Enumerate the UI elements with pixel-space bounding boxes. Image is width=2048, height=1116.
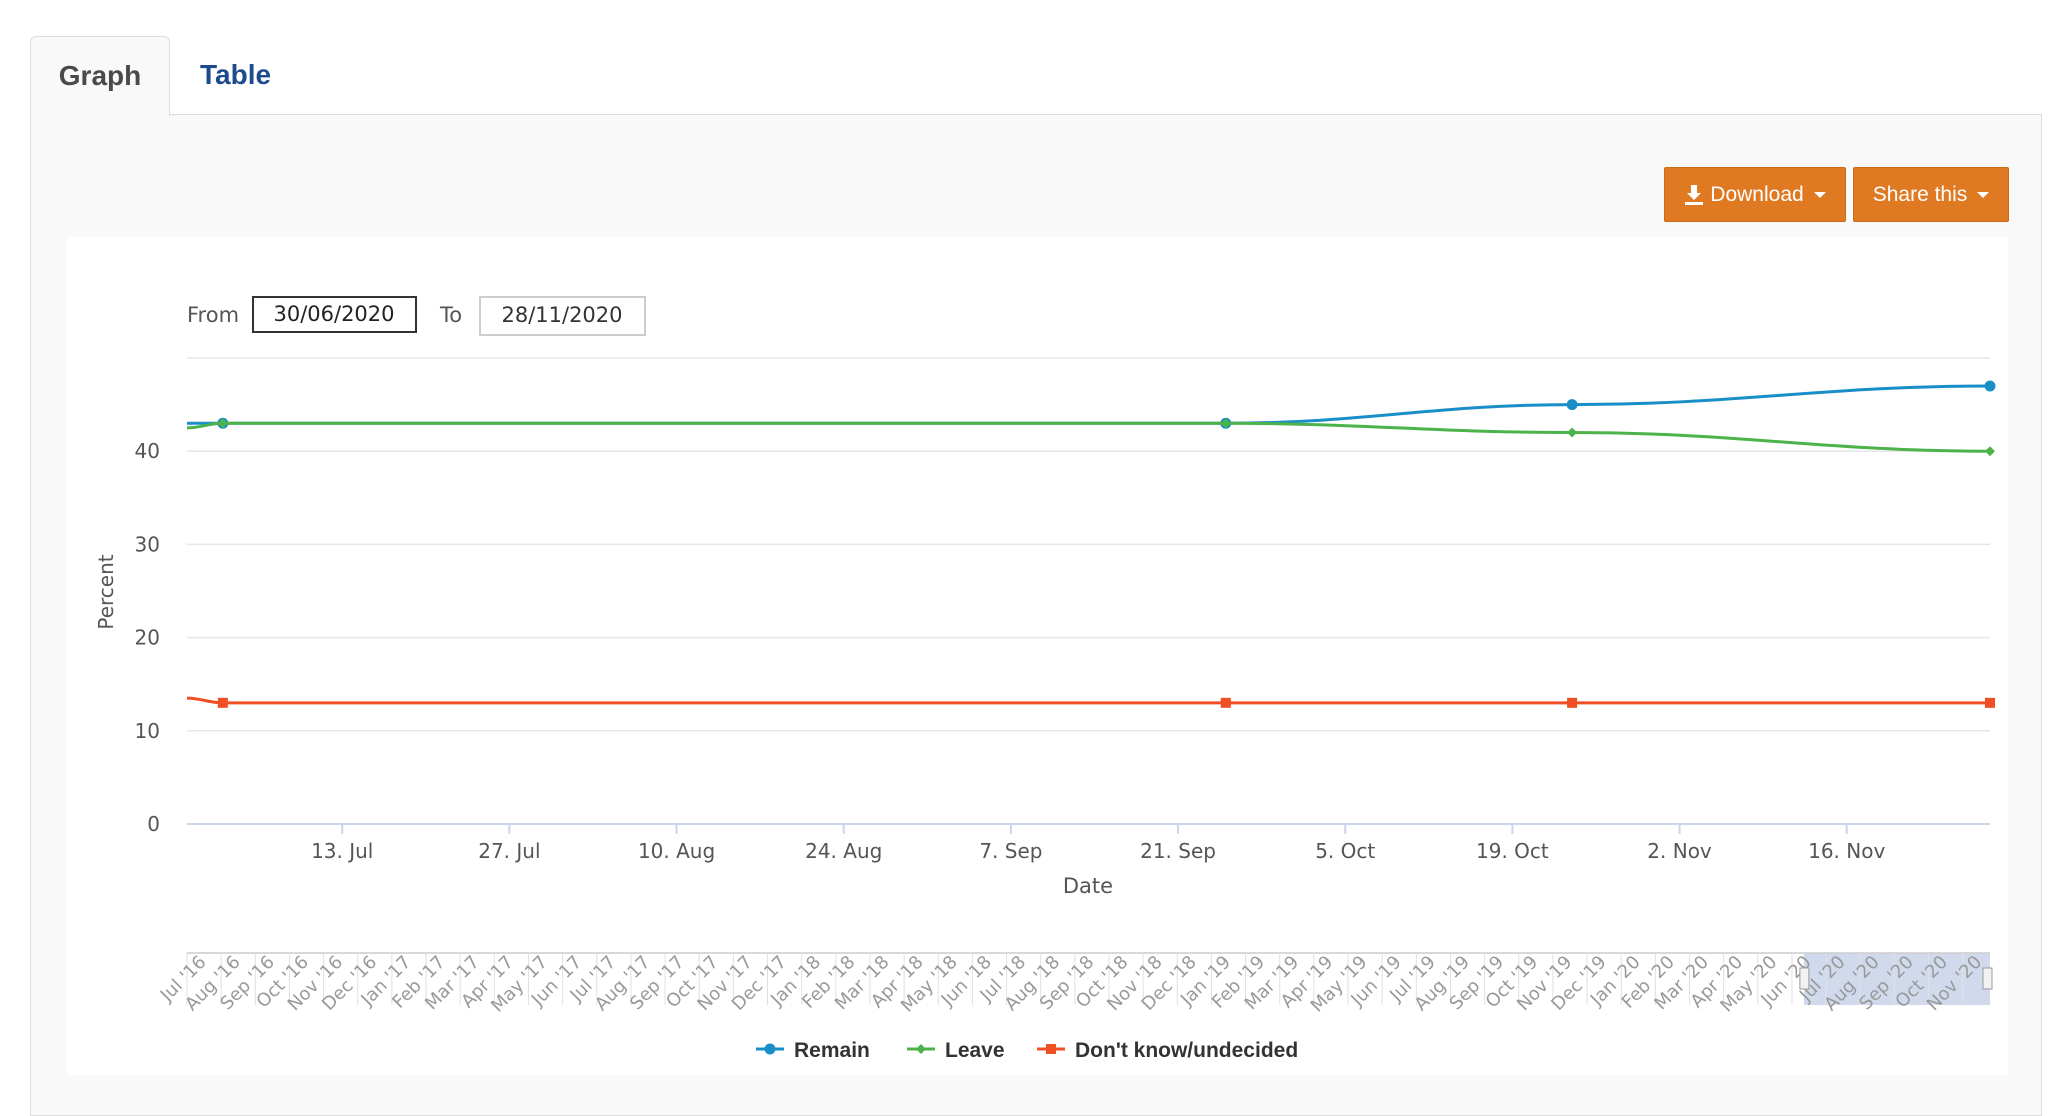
legend: Remain Leave Don't know/undecided xyxy=(756,1039,1298,1062)
x-axis: 13. Jul 27. Jul 10. Aug 24. Aug 7. Sep 21. Se… xyxy=(311,824,1885,863)
data-point[interactable] xyxy=(1985,697,1995,708)
download-label: Download xyxy=(1710,182,1804,206)
series-lines xyxy=(186,380,1996,708)
chart: From 30/06/2020 To 28/11/2020 010203040 … xyxy=(94,296,1996,1062)
x-tick-label: 13. Jul xyxy=(311,839,373,863)
x-tick-label: 21. Sep xyxy=(1140,839,1216,863)
series-line xyxy=(186,384,1991,425)
y-tick-label: 0 xyxy=(147,812,160,836)
navigator-handle[interactable] xyxy=(1799,967,1810,990)
chart-area xyxy=(66,237,2008,1075)
chevron-down-icon xyxy=(1813,191,1826,198)
data-point[interactable] xyxy=(1567,427,1578,438)
to-label: To xyxy=(439,303,462,327)
legend-marker xyxy=(916,1044,926,1054)
x-tick-label: 16. Nov xyxy=(1808,839,1885,863)
data-point[interactable] xyxy=(1567,697,1578,708)
data-point[interactable] xyxy=(1220,418,1231,429)
legend-marker xyxy=(1046,1044,1056,1054)
x-axis-label: Date xyxy=(1063,874,1113,898)
to-input-box[interactable] xyxy=(479,296,646,336)
data-point[interactable] xyxy=(1984,380,1996,392)
navigator-selection[interactable] xyxy=(1803,953,1990,1005)
x-tick-label: 5. Oct xyxy=(1315,839,1375,863)
from-label: From xyxy=(187,303,239,327)
x-tick-label: 10. Aug xyxy=(638,839,715,863)
y-tick-label: 40 xyxy=(135,439,160,463)
legend-marker xyxy=(764,1043,776,1055)
navigator-handle[interactable] xyxy=(1982,967,1993,990)
legend-item[interactable]: Don't know/undecided xyxy=(1075,1039,1298,1062)
share-label: Share this xyxy=(1872,182,1968,206)
y-axis-label: Percent xyxy=(94,554,118,629)
data-point[interactable] xyxy=(1566,399,1578,411)
x-tick-label: 19. Oct xyxy=(1476,839,1549,863)
share-button[interactable]: Share this xyxy=(1853,167,2009,222)
y-axis: 0 10 20 30 40 xyxy=(135,439,160,836)
to-input[interactable]: 28/11/2020 xyxy=(501,303,622,327)
from-input[interactable]: 30/06/2020 xyxy=(273,302,394,326)
data-point[interactable] xyxy=(217,697,228,708)
data-point[interactable] xyxy=(1985,446,1995,457)
x-tick-label: 27. Jul xyxy=(478,839,540,863)
y-tick-label: 30 xyxy=(135,532,160,556)
grid xyxy=(187,357,1990,825)
y-tick-label: 20 xyxy=(135,626,160,650)
y-tick-label: 10 xyxy=(135,719,160,743)
from-input-box[interactable] xyxy=(252,296,417,333)
data-point[interactable] xyxy=(1220,697,1231,708)
download-button[interactable]: Download xyxy=(1664,167,1846,222)
x-tick-label: 2. Nov xyxy=(1647,839,1712,863)
tab-table[interactable]: Table xyxy=(200,59,272,90)
x-tick-label: 7. Sep xyxy=(979,839,1042,863)
series-line xyxy=(186,421,1991,453)
legend-item[interactable]: Remain xyxy=(794,1039,870,1062)
data-point[interactable] xyxy=(217,418,228,429)
series-line xyxy=(186,696,1990,705)
legend-item[interactable]: Leave xyxy=(945,1039,1005,1062)
chevron-down-icon xyxy=(1977,191,1990,198)
x-tick-label: 24. Aug xyxy=(805,839,882,863)
tab-graph[interactable]: Graph xyxy=(30,36,170,116)
download-icon xyxy=(1685,184,1704,205)
